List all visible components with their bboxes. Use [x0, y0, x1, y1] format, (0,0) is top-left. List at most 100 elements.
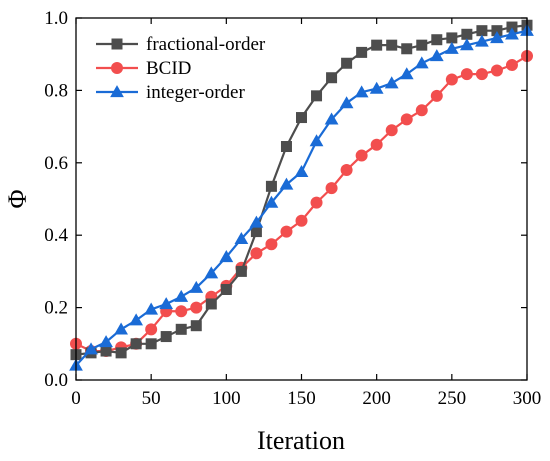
data-point: [415, 104, 428, 117]
legend-marker: [110, 85, 124, 98]
data-point: [475, 68, 488, 81]
legend-item: BCID: [96, 58, 191, 79]
y-tick-label: 0.4: [44, 225, 68, 246]
y-tick-label: 1.0: [44, 8, 68, 29]
data-point: [159, 297, 174, 310]
data-point: [114, 322, 128, 335]
series-line: [75, 55, 528, 353]
data-point: [296, 112, 307, 124]
x-tick-label: 100: [212, 388, 241, 409]
data-point: [295, 214, 308, 227]
data-point: [459, 38, 474, 51]
legend: fractional-order BCID integer-order: [96, 34, 266, 103]
data-point: [445, 73, 458, 86]
x-tick-label: 150: [287, 388, 316, 409]
y-tick-label: 0.2: [44, 298, 68, 319]
data-point: [204, 266, 219, 279]
legend-label: integer-order: [146, 82, 245, 103]
x-tick-label: 250: [438, 388, 467, 409]
data-point: [310, 196, 323, 209]
data-point: [386, 39, 398, 51]
data-point: [234, 231, 249, 244]
data-point: [490, 64, 503, 77]
series-line: [75, 24, 528, 356]
data-point: [100, 345, 112, 357]
legend-item: fractional-order: [96, 34, 266, 55]
y-tick-label: 0.0: [44, 370, 68, 391]
data-point: [505, 59, 518, 72]
data-point: [431, 34, 443, 46]
x-tick-label: 300: [513, 388, 542, 409]
data-point: [354, 85, 369, 98]
data-point: [205, 298, 217, 310]
data-point: [309, 134, 324, 147]
data-point: [174, 289, 189, 302]
data-point: [265, 238, 278, 251]
legend-label: fractional-order: [146, 34, 266, 55]
data-point: [190, 301, 203, 314]
data-point: [250, 247, 263, 260]
data-point: [145, 323, 158, 336]
data-point: [476, 25, 488, 37]
ticks-layer: 0 50 100 150 200 250 300 0.0 0.2 0.4 0.6 0.8 1.0: [44, 8, 541, 409]
data-point: [371, 39, 383, 51]
data-point: [341, 57, 353, 69]
data-point: [430, 89, 443, 102]
data-point: [446, 32, 458, 44]
data-point: [461, 28, 473, 40]
data-point: [416, 39, 428, 51]
plot-frame: [75, 17, 528, 381]
data-point: [370, 138, 383, 151]
data-point: [400, 113, 413, 126]
data-point: [356, 46, 368, 58]
data-point: [294, 164, 309, 178]
data-point: [475, 34, 489, 47]
data-point: [384, 76, 399, 89]
data-point: [491, 25, 503, 37]
data-point: [280, 141, 292, 153]
series-line: [75, 29, 528, 367]
data-point: [401, 43, 413, 55]
data-point: [160, 331, 172, 343]
data-point: [115, 347, 127, 359]
data-point: [505, 27, 519, 40]
data-point: [444, 41, 459, 54]
x-tick-label: 200: [362, 388, 391, 409]
data-point: [175, 305, 188, 318]
x-tick-label: 0: [71, 388, 81, 409]
data-point: [250, 226, 262, 238]
data-point: [99, 335, 113, 348]
data-point: [145, 338, 157, 350]
data-point: [264, 195, 279, 208]
data-point: [325, 182, 338, 195]
y-tick-label: 0.6: [44, 153, 68, 174]
legend-label: BCID: [146, 58, 191, 79]
legend-marker: [111, 62, 123, 74]
y-axis-title: Φ: [3, 189, 32, 208]
data-point: [324, 112, 339, 125]
data-point: [369, 81, 384, 94]
data-point: [190, 320, 202, 332]
data-point: [235, 265, 247, 277]
data-point: [129, 313, 144, 326]
data-point: [84, 342, 98, 355]
data-point: [506, 21, 518, 33]
data-point: [219, 250, 234, 263]
data-point: [399, 67, 414, 80]
data-point: [130, 338, 142, 350]
data-point: [144, 302, 159, 315]
data-point: [429, 49, 444, 62]
data-point: [249, 215, 264, 228]
data-point: [265, 180, 277, 192]
legend-marker: [111, 38, 123, 50]
data-point: [460, 68, 473, 81]
data-point: [189, 280, 204, 293]
series-integer-order: [69, 23, 534, 371]
data-point: [220, 284, 232, 295]
data-point: [311, 90, 323, 102]
data-point: [385, 124, 398, 137]
x-tick-label: 50: [142, 388, 161, 409]
data-point: [280, 225, 293, 238]
data-point: [339, 96, 354, 109]
